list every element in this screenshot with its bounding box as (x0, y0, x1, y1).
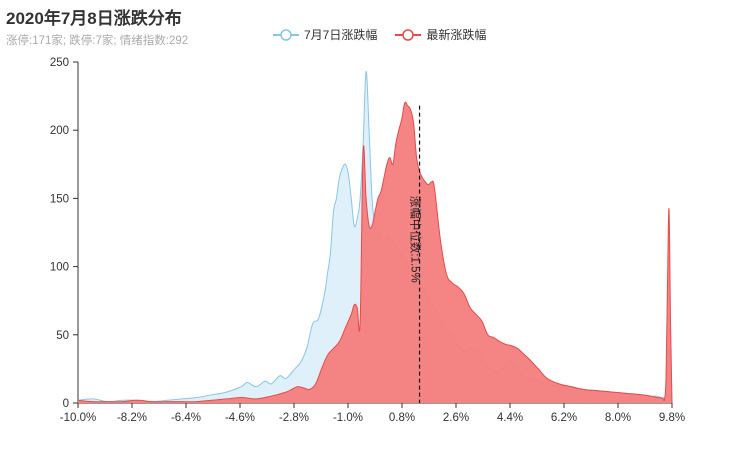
y-tick-label: 200 (50, 125, 69, 137)
chart-title: 2020年7月8日涨跌分布 (6, 9, 182, 28)
series-layer (77, 71, 673, 404)
x-axis: -10.0% -8.2% -6.4% -4.6% -2.8% -1.0% 0.8% 2.6% 4… (60, 402, 685, 424)
x-tick-label: -2.8% (279, 412, 309, 424)
x-tick-label: 9.8% (659, 412, 685, 424)
legend-latest-label: 最新涨跌幅 (426, 28, 487, 42)
x-tick-label: 4.4% (497, 412, 523, 424)
x-tick-label: 0.8% (389, 412, 415, 424)
legend-latest-icon (395, 28, 422, 41)
chart-subtitle: 涨停:171家; 跌停:7家; 情绪指数:292 (6, 35, 189, 47)
median-layer: 涨幅中位数:1.5% (409, 105, 423, 403)
legend-item-prev[interactable]: 7月7日涨跌幅 (273, 26, 377, 43)
x-tick-label: 6.2% (551, 412, 577, 424)
legend-prev-icon (273, 28, 299, 41)
x-tick-label: -10.0% (60, 412, 96, 424)
x-tick-label: 2.6% (443, 412, 469, 424)
x-tick-label: -1.0% (333, 412, 363, 424)
y-tick-label: 50 (56, 330, 69, 342)
x-tick-label: 8.0% (605, 412, 631, 424)
y-tick-label: 0 (63, 398, 69, 410)
legend-prev-label: 7月7日涨跌幅 (304, 28, 378, 42)
chart-legend: 7月7日涨跌幅 最新涨跌幅 (273, 26, 486, 43)
legend-item-latest[interactable]: 最新涨跌幅 (395, 26, 486, 43)
x-tick-label: -6.4% (171, 412, 201, 424)
x-tick-label: -4.6% (225, 412, 255, 424)
y-tick-label: 250 (50, 57, 69, 69)
y-tick-label: 150 (50, 193, 69, 205)
y-tick-label: 100 (50, 262, 69, 274)
median-label: 涨幅中位数:1.5% (409, 196, 423, 283)
x-tick-label: -8.2% (117, 412, 147, 424)
y-axis: 0 50 100 150 200 250 (50, 57, 79, 410)
series-latest-area (78, 102, 672, 404)
series-latest-line (77, 101, 673, 404)
